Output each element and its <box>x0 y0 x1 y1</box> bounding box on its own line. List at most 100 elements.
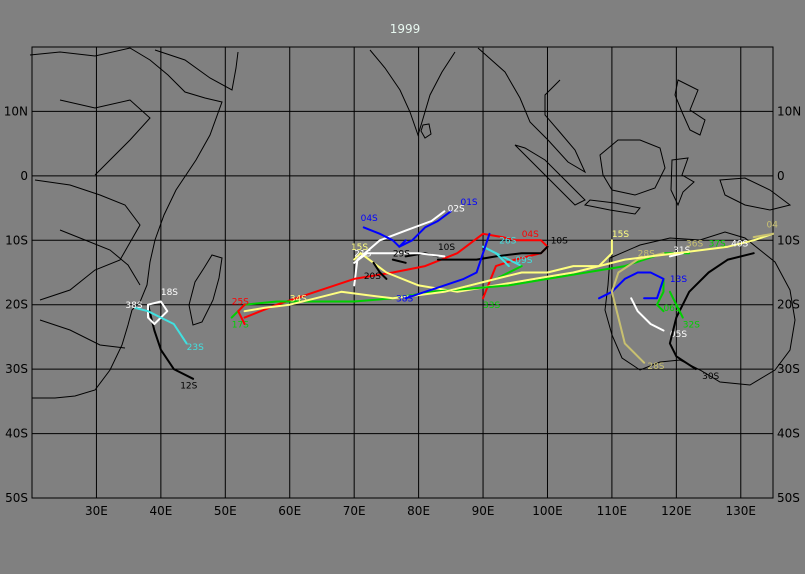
storm-label: 29S <box>393 249 410 259</box>
lat-tick-label-left: 10N <box>4 104 28 118</box>
storm-label: 13S <box>670 275 687 285</box>
lat-tick-label-right: 40S <box>777 427 800 441</box>
lat-tick-label-right: 0 <box>777 169 785 183</box>
storm-label: 40S <box>731 240 748 250</box>
storm-label: 18S <box>161 288 178 298</box>
storm-label: 04S <box>522 230 539 240</box>
storm-label: 02S <box>448 204 465 214</box>
storm-track-04 <box>752 232 774 239</box>
storm-label: 04S <box>361 214 378 224</box>
storm-track-28s <box>610 252 665 364</box>
lat-tick-label-left: 30S <box>5 362 28 376</box>
lon-tick-label: 50E <box>214 504 237 518</box>
storm-track-21s <box>353 252 446 264</box>
axis-tick-labels: 30E 40E 50E 60E 70E 80E 90E 100E 110E 120E 130E 10N… <box>4 104 802 518</box>
storm-track-30s <box>668 252 755 371</box>
storm-track-23s <box>134 306 188 345</box>
storm-track-34s <box>243 232 774 313</box>
storm-label: 28S <box>647 362 664 372</box>
storm-label: 26S <box>499 237 516 247</box>
lon-tick-label: 60E <box>278 504 301 518</box>
lon-tick-label: 130E <box>726 504 757 518</box>
storm-track-04s <box>243 232 549 319</box>
africa-border-1 <box>59 99 151 176</box>
storm-label: 38S <box>396 294 413 304</box>
africa-border-3 <box>59 229 141 286</box>
arabia-coast <box>154 49 239 91</box>
philippines <box>674 79 706 136</box>
storm-track-04s <box>362 226 407 248</box>
storm-track-20s <box>372 261 388 280</box>
storm-label: 01S <box>460 198 477 208</box>
storm-label: 06S <box>663 304 680 314</box>
sulawesi <box>670 157 695 207</box>
storm-label: 28S <box>638 249 655 259</box>
borneo <box>599 139 666 196</box>
lon-tick-label: 80E <box>407 504 430 518</box>
lat-tick-label-right: 30S <box>777 362 800 376</box>
storm-label: 31S <box>673 246 690 256</box>
storm-label: 17S <box>232 320 249 330</box>
lon-tick-label: 40E <box>149 504 172 518</box>
storm-track-02s <box>353 210 446 287</box>
storm-track-10s <box>436 245 549 261</box>
storm-track-15s <box>359 239 613 293</box>
storm-label: 15S <box>612 230 629 240</box>
storm-label: 10S <box>438 243 455 253</box>
java <box>583 199 641 215</box>
lat-tick-label-left: 40S <box>5 427 28 441</box>
storm-label: 20S <box>364 272 381 282</box>
lon-tick-label: 100E <box>532 504 563 518</box>
storm-label: 09S <box>515 256 532 266</box>
madagascar <box>188 254 223 326</box>
lat-tick-label-right: 50S <box>777 491 800 505</box>
storm-label: 32S <box>683 320 700 330</box>
lat-tick-label-left: 10S <box>5 233 28 247</box>
storm-track-01s <box>398 210 452 248</box>
lat-tick-label-left: 50S <box>5 491 28 505</box>
storm-label: 34S <box>290 294 307 304</box>
storm-label: 04 <box>767 220 779 230</box>
storm-track-32s <box>668 290 684 319</box>
storm-label: 21S <box>354 249 371 259</box>
lon-tick-label: 70E <box>343 504 366 518</box>
lon-tick-label: 120E <box>661 504 692 518</box>
storm-track-06s <box>656 277 665 313</box>
africa-border-2 <box>34 179 141 301</box>
storm-track-26s <box>494 252 510 268</box>
storm-label: 23S <box>187 343 204 353</box>
lat-tick-label-left: 0 <box>20 169 28 183</box>
africa-border-4 <box>39 319 126 349</box>
storm-label: 25S <box>232 298 249 308</box>
storm-label: 30S <box>702 372 719 382</box>
storm-track-13s <box>598 271 665 300</box>
storm-track-15s <box>353 252 362 261</box>
new-guinea <box>719 177 792 211</box>
lon-tick-label: 30E <box>85 504 108 518</box>
storm-label: 10S <box>551 237 568 247</box>
storm-label: 05S <box>670 330 687 340</box>
storm-track-05s <box>630 297 665 332</box>
storm-label: 37S <box>709 240 726 250</box>
storm-track-29s <box>391 258 407 264</box>
storm-track-31s <box>668 252 684 258</box>
storm-track-25s <box>237 303 246 325</box>
lon-tick-label: 90E <box>472 504 495 518</box>
africa-coast <box>29 47 223 399</box>
sumatra <box>514 144 586 206</box>
australia-coast <box>604 231 796 386</box>
lat-tick-label-right: 10N <box>777 104 801 118</box>
storm-label: 33S <box>483 301 500 311</box>
sri-lanka <box>420 123 432 139</box>
storm-label: 15S <box>351 243 368 253</box>
storm-label: 38S <box>125 301 142 311</box>
storm-track-38s <box>404 232 491 300</box>
lon-tick-label: 110E <box>597 504 628 518</box>
lat-tick-label-right: 10S <box>777 233 800 247</box>
lat-tick-label-right: 20S <box>777 298 800 312</box>
india-coast <box>369 49 456 137</box>
storm-label: 12S <box>180 381 197 391</box>
